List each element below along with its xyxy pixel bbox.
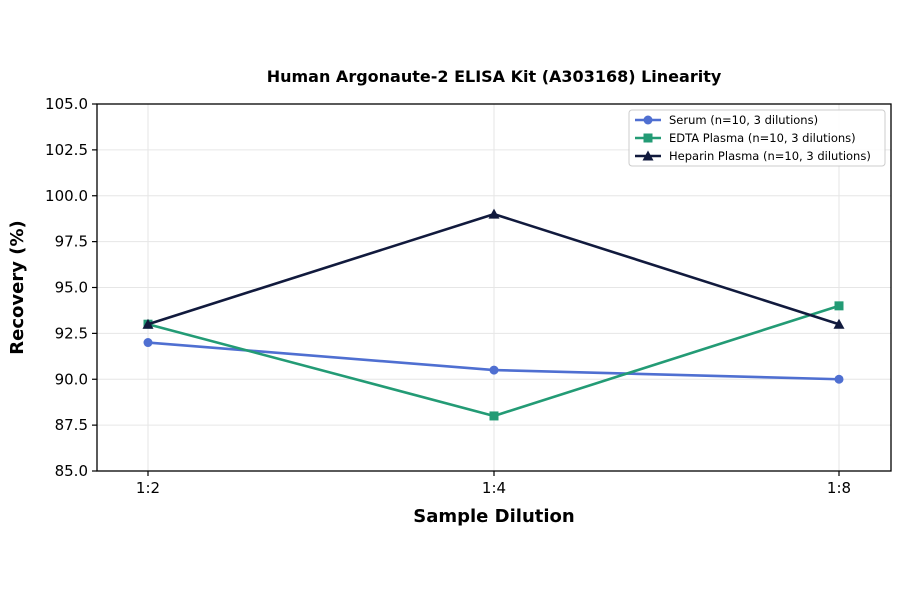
series-0 [143, 338, 844, 384]
y-tick-label: 100.0 [45, 187, 88, 205]
legend-marker [643, 133, 653, 143]
data-point [489, 411, 499, 421]
legend-label: Serum (n=10, 3 dilutions) [669, 113, 818, 127]
y-axis: 85.0 87.5 90.0 92.5 95.0 97.5 100.0 102.5 105.0 [45, 95, 97, 480]
y-tick-label: 105.0 [45, 95, 88, 113]
x-tick-label: 1:4 [482, 479, 506, 497]
y-axis-label: Recovery (%) [7, 220, 28, 354]
chart-title: Human Argonaute-2 ELISA Kit (A303168) Li… [267, 67, 722, 86]
legend-marker [643, 115, 653, 125]
legend-label: Heparin Plasma (n=10, 3 dilutions) [669, 149, 871, 163]
legend: Serum (n=10, 3 dilutions) EDTA Plasma (n=… [628, 109, 886, 167]
data-point [834, 301, 844, 311]
y-tick-label: 95.0 [55, 279, 88, 297]
data-point [833, 318, 845, 329]
series-layer [142, 208, 845, 421]
x-axis: 1:2 1:4 1:8 [136, 471, 851, 497]
y-tick-label: 92.5 [55, 324, 88, 342]
y-tick-label: 102.5 [45, 141, 88, 159]
data-point [834, 374, 844, 384]
y-tick-label: 87.5 [55, 416, 88, 434]
y-tick-label: 90.0 [55, 370, 88, 388]
x-axis-label: Sample Dilution [413, 506, 574, 527]
x-tick-label: 1:2 [136, 479, 160, 497]
series-2 [142, 208, 845, 329]
legend-label: EDTA Plasma (n=10, 3 dilutions) [669, 131, 856, 145]
legend-marker [642, 150, 654, 161]
y-tick-label: 85.0 [55, 462, 88, 480]
y-tick-label: 97.5 [55, 233, 88, 251]
legend-item: Serum (n=10, 3 dilutions) [635, 113, 818, 127]
data-point [143, 338, 153, 348]
legend-item: EDTA Plasma (n=10, 3 dilutions) [635, 131, 856, 145]
data-point [488, 208, 500, 219]
legend-box [628, 109, 886, 167]
legend-item: Heparin Plasma (n=10, 3 dilutions) [635, 149, 871, 163]
data-point [142, 318, 154, 329]
data-point [489, 365, 499, 375]
x-tick-label: 1:8 [827, 479, 851, 497]
